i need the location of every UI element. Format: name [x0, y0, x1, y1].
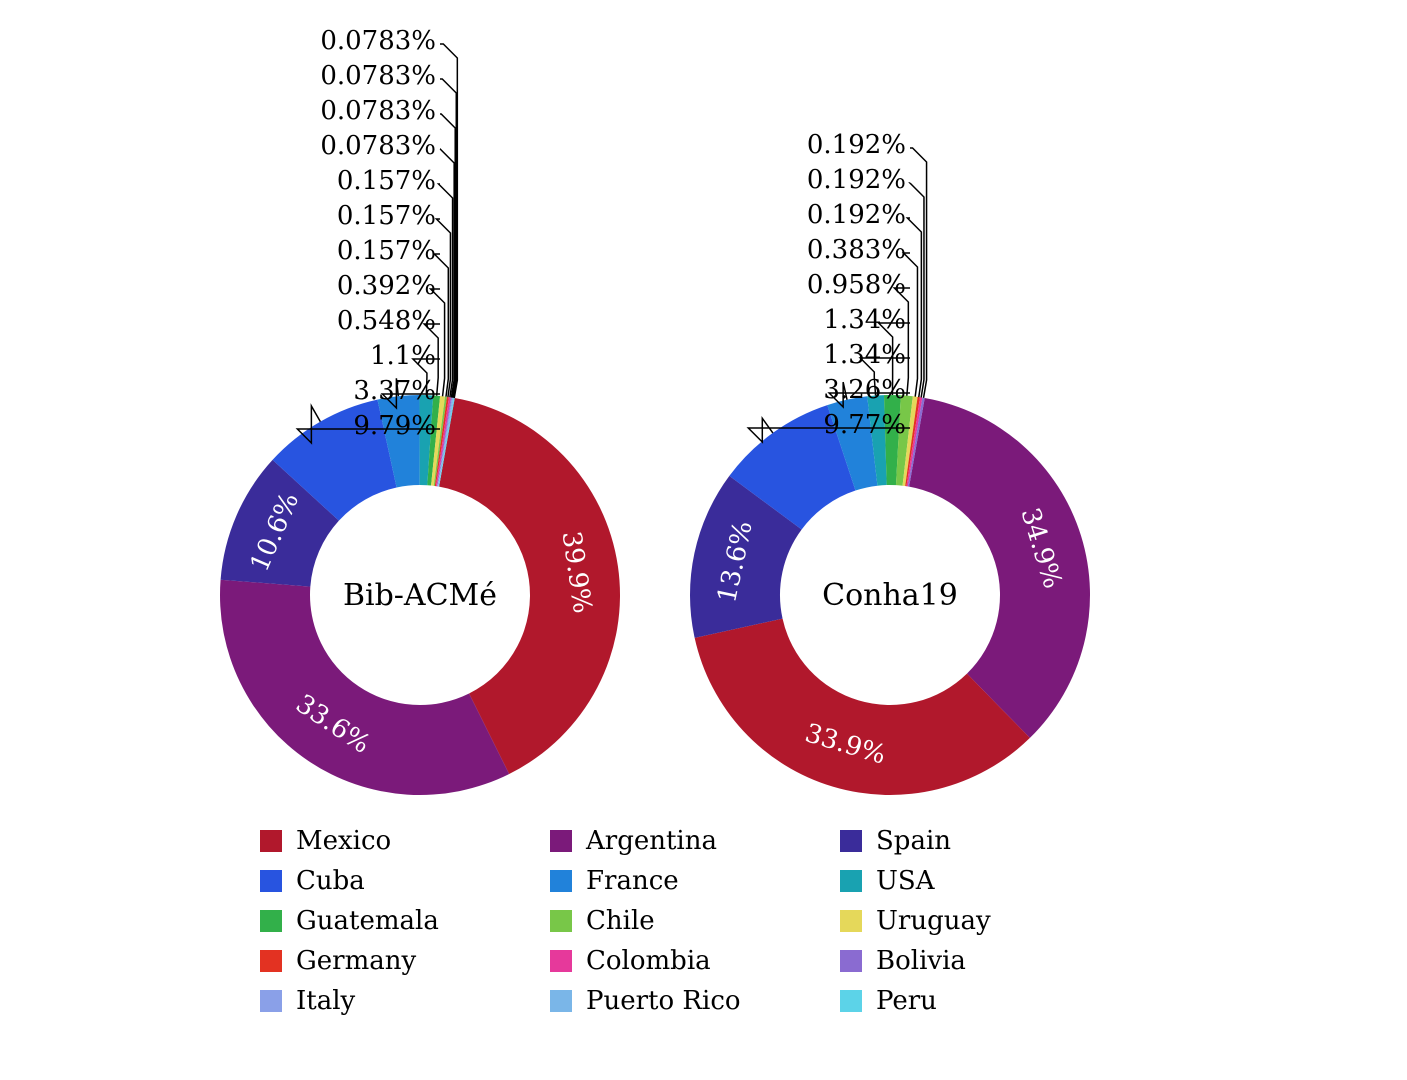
legend-label-guatemala: Guatemala: [296, 906, 439, 936]
legend-label-puerto-rico: Puerto Rico: [586, 986, 741, 1016]
donut-center-label: Bib-ACMé: [343, 578, 497, 613]
legend-marker-germany: [260, 950, 282, 972]
legend-marker-colombia: [550, 950, 572, 972]
legend-label-chile: Chile: [586, 906, 655, 936]
leader-germany: [907, 218, 921, 397]
legend-marker-chile: [550, 910, 572, 932]
legend: Mexico Argentina Spain Cuba France USA Guatema…: [260, 826, 991, 1016]
callout-peru: 0.0783%: [320, 26, 436, 56]
legend-label-germany: Germany: [296, 946, 416, 976]
legend-marker-mexico: [260, 830, 282, 852]
legend-marker-bolivia: [840, 950, 862, 972]
legend-marker-france: [550, 870, 572, 892]
callout-puerto-rico: 0.0783%: [320, 61, 436, 91]
callout-bolivia: 0.0783%: [320, 131, 436, 161]
conha19-donut: 34.9%33.9%13.6%9.77%3.26%1.34%1.34%0.958…: [690, 130, 1090, 795]
callout-colombia: 0.157%: [337, 166, 436, 196]
legend-marker-puerto-rico: [550, 990, 572, 1012]
callout-france: 3.37%: [353, 376, 436, 406]
legend-label-colombia: Colombia: [586, 946, 711, 976]
legend-label-uruguay: Uruguay: [876, 906, 991, 936]
legend-marker-peru: [840, 990, 862, 1012]
callout-guatemala: 0.548%: [337, 306, 436, 336]
callout-colombia: 0.192%: [807, 165, 906, 195]
legend-marker-usa: [840, 870, 862, 892]
legend-label-cuba: Cuba: [296, 866, 365, 896]
legend-label-bolivia: Bolivia: [876, 946, 966, 976]
legend-label-peru: Peru: [876, 986, 937, 1016]
legend-marker-italy: [260, 990, 282, 1012]
callout-uruguay: 0.383%: [807, 235, 906, 265]
callout-germany: 0.192%: [807, 200, 906, 230]
legend-label-argentina: Argentina: [585, 826, 717, 856]
callout-cuba: 9.79%: [353, 411, 436, 441]
callout-usa: 1.1%: [370, 341, 436, 371]
bib-acme-donut: 39.9%33.6%10.6%9.79%3.37%1.1%0.548%0.392…: [220, 26, 620, 795]
legend-marker-uruguay: [840, 910, 862, 932]
leader-chile: [434, 254, 448, 397]
legend-marker-spain: [840, 830, 862, 852]
callout-uruguay: 0.392%: [337, 271, 436, 301]
callout-chile: 0.157%: [337, 236, 436, 266]
chart-root: 39.9%33.6%10.6%9.79%3.37%1.1%0.548%0.392…: [0, 0, 1407, 1080]
callout-cuba: 9.77%: [823, 410, 906, 440]
slice-mexico: [695, 619, 1030, 795]
legend-label-spain: Spain: [876, 826, 951, 856]
callout-italy: 0.0783%: [320, 96, 436, 126]
callout-germany: 0.157%: [337, 201, 436, 231]
legend-label-italy: Italy: [296, 986, 356, 1016]
callout-bolivia: 0.192%: [807, 130, 906, 160]
donut-center-label: Conha19: [822, 578, 958, 613]
chart-svg: 39.9%33.6%10.6%9.79%3.37%1.1%0.548%0.392…: [0, 0, 1407, 1080]
legend-marker-guatemala: [260, 910, 282, 932]
legend-label-france: France: [586, 866, 679, 896]
legend-marker-argentina: [550, 830, 572, 852]
legend-label-mexico: Mexico: [296, 826, 391, 856]
callout-usa: 1.34%: [823, 340, 906, 370]
legend-label-usa: USA: [876, 866, 936, 896]
legend-marker-cuba: [260, 870, 282, 892]
callout-chile: 0.958%: [807, 270, 906, 300]
callout-guatemala: 1.34%: [823, 305, 906, 335]
callout-france: 3.26%: [823, 375, 906, 405]
